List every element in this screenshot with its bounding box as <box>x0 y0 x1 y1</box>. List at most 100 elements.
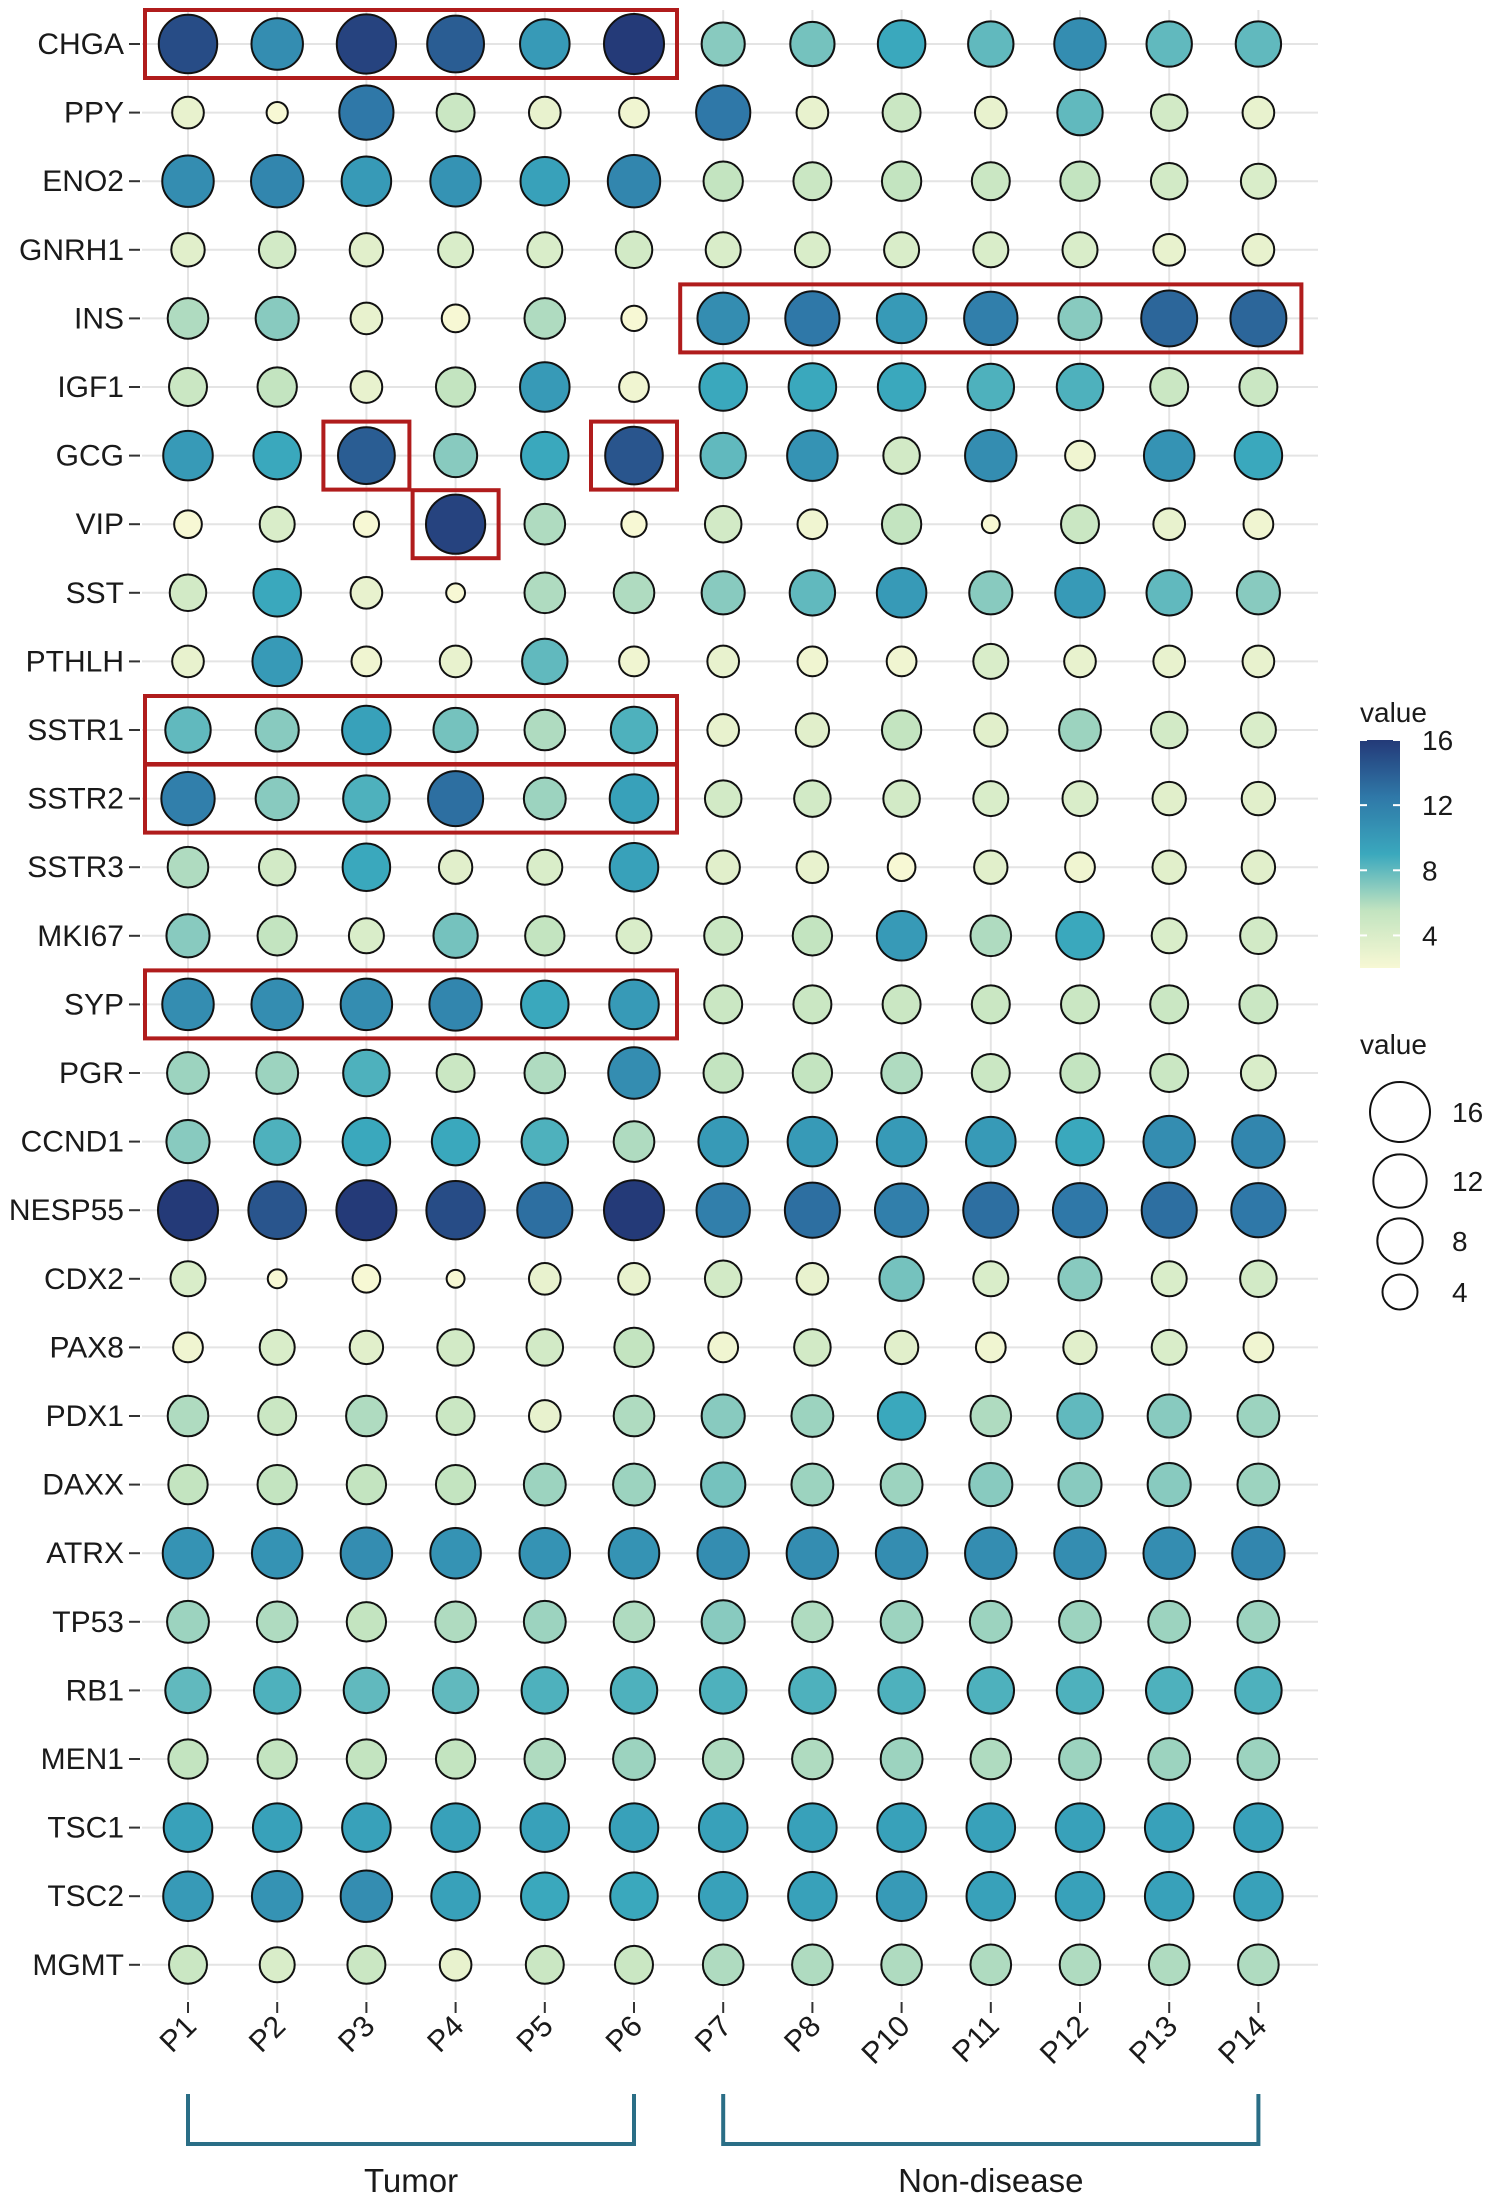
patient-axis: P1 P2 P3 P4 P5 P6 P7 P8 P10 P11 P12 P13 P14 <box>154 2002 1273 2071</box>
patient-label-p11: P11 <box>946 2010 1006 2070</box>
dot-nesp55-p11 <box>962 1181 1020 1239</box>
dot-gcg-p1 <box>162 429 214 482</box>
gene-label-tp53: TP53 <box>52 1606 124 1639</box>
dot-gcg-p12 <box>1064 439 1096 472</box>
dot-ppy-p2 <box>265 101 289 125</box>
dot-tsc1-p7 <box>697 1802 749 1853</box>
dot-tsc2-p14 <box>1233 1870 1284 1922</box>
dot-pax8-p7 <box>707 1331 740 1364</box>
gene-label-sstr3: SSTR3 <box>27 851 124 884</box>
dot-ppy-p4 <box>435 92 476 133</box>
dot-gcg-p4 <box>433 433 479 479</box>
dot-gcg-p6 <box>604 425 664 486</box>
dot-ins-p11 <box>963 290 1019 347</box>
dot-ccnd1-p14 <box>1231 1114 1286 1169</box>
dot-eno2-p11 <box>970 161 1011 202</box>
dot-pthlh-p3 <box>350 645 383 678</box>
dot-mki67-p14 <box>1239 916 1278 956</box>
dot-sstr2-p3 <box>342 774 391 823</box>
gene-label-pgr: PGR <box>59 1057 124 1090</box>
dot-sstr1-p3 <box>341 704 392 756</box>
dot-eno2-p6 <box>606 154 662 209</box>
dot-rb1-p4 <box>431 1666 480 1715</box>
dot-rb1-p12 <box>1055 1666 1105 1715</box>
gene-label-tsc1: TSC1 <box>47 1812 124 1845</box>
dot-vip-p6 <box>620 510 648 538</box>
dot-sstr2-p2 <box>254 776 300 822</box>
gene-label-chga: CHGA <box>37 28 124 61</box>
dot-ppy-p3 <box>338 84 395 141</box>
dot-ins-p1 <box>166 297 210 340</box>
dot-chga-p11 <box>967 20 1015 68</box>
dot-sstr1-p7 <box>706 713 741 747</box>
patient-label-p8: P8 <box>778 2010 827 2059</box>
dot-rb1-p2 <box>252 1666 302 1715</box>
dot-chga-p4 <box>426 14 485 74</box>
color-legend-title: value <box>1360 697 1427 728</box>
dot-pgr-p1 <box>166 1051 210 1095</box>
dot-mki67-p11 <box>969 914 1013 958</box>
dot-ccnd1-p4 <box>430 1116 481 1167</box>
dot-pdx1-p5 <box>527 1399 562 1433</box>
dot-vip-p14 <box>1242 508 1275 541</box>
gene-axis: CHGA PPY ENO2 GNRH1 INS IGF1 GCG VIP SST PTHLH SST… <box>9 28 140 1982</box>
group-bracket-non-disease <box>721 2094 1261 2146</box>
group-label-non-disease: Non-disease <box>898 2162 1083 2196</box>
dot-pthlh-p10 <box>885 645 918 678</box>
dot-eno2-p5 <box>519 155 571 207</box>
dot-chga-p3 <box>335 13 398 75</box>
dot-ppy-p10 <box>881 92 922 133</box>
dot-gnrh1-p14 <box>1241 232 1276 267</box>
dot-gnrh1-p12 <box>1061 231 1099 269</box>
dot-pthlh-p8 <box>796 645 829 678</box>
dot-tp53-p11 <box>968 1599 1013 1644</box>
dot-sstr2-p11 <box>972 780 1010 818</box>
patient-label-p6: P6 <box>600 2010 649 2059</box>
dot-nesp55-p8 <box>783 1181 841 1239</box>
dot-pdx1-p1 <box>166 1394 210 1438</box>
dot-sstr2-p1 <box>160 770 216 827</box>
size-key-label: 12 <box>1452 1166 1483 1197</box>
dot-sstr3-p10 <box>886 852 917 883</box>
dot-eno2-p10 <box>880 160 923 202</box>
dot-men1-p2 <box>256 1738 298 1780</box>
size-legend-title: value <box>1360 1029 1427 1060</box>
dot-sst-p5 <box>523 571 567 615</box>
dot-ins-p3 <box>349 301 384 336</box>
dot-pax8-p13 <box>1150 1328 1188 1366</box>
gene-label-mki67: MKI67 <box>37 920 124 953</box>
dot-cdx2-p14 <box>1239 1259 1278 1299</box>
dot-rb1-p13 <box>1144 1666 1194 1715</box>
dot-daxx-p1 <box>167 1463 209 1506</box>
dot-gnrh1-p8 <box>793 231 831 269</box>
dot-ins-p2 <box>254 295 300 341</box>
dot-tsc2-p6 <box>609 1871 659 1921</box>
dot-daxx-p13 <box>1146 1462 1192 1508</box>
dot-pthlh-p6 <box>618 645 650 678</box>
dot-chga-p5 <box>519 18 571 70</box>
dot-eno2-p8 <box>792 161 833 202</box>
dot-nesp55-p2 <box>247 1180 308 1240</box>
dot-pdx1-p10 <box>876 1391 927 1441</box>
dot-syp-p12 <box>1060 984 1100 1025</box>
patient-label-p4: P4 <box>421 2010 470 2059</box>
dot-ins-p4 <box>440 303 471 334</box>
dot-sstr2-p8 <box>793 779 832 818</box>
dot-gcg-p5 <box>520 430 570 481</box>
gene-label-sstr2: SSTR2 <box>27 783 124 816</box>
highlight-box <box>589 419 679 492</box>
group-brackets: Tumor Non-disease <box>186 2094 1261 2196</box>
dot-sstr1-p11 <box>973 712 1009 748</box>
dot-tsc1-p1 <box>162 1802 214 1853</box>
size-key-circle <box>1381 1273 1419 1311</box>
dot-men1-p13 <box>1147 1737 1192 1781</box>
dot-ppy-p11 <box>973 95 1008 130</box>
dot-syp-p7 <box>703 984 744 1025</box>
dot-ins-p7 <box>696 291 750 346</box>
gene-label-pax8: PAX8 <box>50 1331 125 1364</box>
dot-daxx-p8 <box>790 1462 835 1507</box>
dot-sstr3-p12 <box>1064 851 1096 884</box>
dot-sstr1-p12 <box>1058 708 1102 752</box>
gene-label-syp: SYP <box>64 988 124 1021</box>
